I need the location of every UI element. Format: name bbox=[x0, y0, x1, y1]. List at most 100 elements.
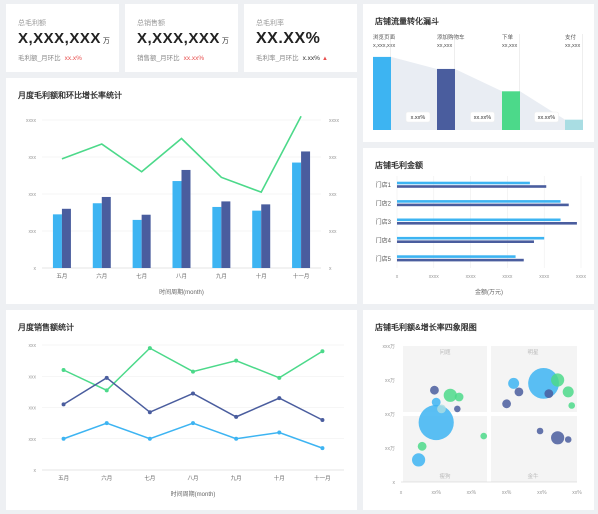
x-tick-label: xxxx bbox=[429, 274, 440, 280]
series-line bbox=[63, 376, 323, 421]
scatter-point bbox=[551, 431, 565, 445]
series-point bbox=[277, 430, 282, 435]
funnel-stage-value: xx,xxx bbox=[502, 43, 518, 49]
profit-chart-title: 月度毛利额和环比增长率统计 bbox=[18, 91, 122, 100]
bar bbox=[397, 255, 516, 258]
bar bbox=[397, 218, 561, 222]
y-tick-label: xxx bbox=[29, 406, 37, 412]
x-axis-label: 时间周期(month) bbox=[159, 288, 204, 296]
scatter-point bbox=[551, 373, 565, 387]
series-point bbox=[147, 346, 152, 351]
funnel-rate-badge bbox=[534, 111, 559, 123]
x-tick-label: xxxx bbox=[539, 274, 550, 280]
scatter-point bbox=[562, 386, 574, 398]
kpi-card-sales: 总销售额 X,XXX,XXX 万 销售额_月环比 xx.xx% bbox=[125, 4, 238, 72]
y-tick-label: 门店2 bbox=[376, 200, 392, 208]
bar bbox=[221, 201, 231, 268]
funnel-stage-label: 支付 bbox=[565, 33, 577, 41]
y-tick-label: xxx bbox=[29, 229, 37, 235]
y-tick-label: 门店1 bbox=[376, 181, 392, 189]
kpi-mom-value: xx.x% bbox=[64, 55, 82, 62]
x-tick-label: 十一月 bbox=[314, 474, 331, 482]
x-tick-label: x bbox=[396, 274, 399, 280]
kpi-card-margin: 总毛利率 XX.XX% 毛利率_月环比 x.xx% ▲ bbox=[244, 4, 357, 72]
y-tick-label: xx万 bbox=[385, 378, 395, 384]
x-tick-label: xxxx bbox=[576, 274, 587, 280]
quadrant-card: 店铺毛利额&增长率四象限图 问题 明星 瘦狗 金牛 x xx万 xx万 xx万 xxx万 x xx%… bbox=[363, 310, 594, 510]
kpi-label: 总毛利额 bbox=[18, 20, 46, 27]
x-tick-label: xx% bbox=[502, 490, 512, 496]
quadrant-label: 明星 bbox=[527, 349, 539, 356]
funnel-stage-label: 添加购物车 bbox=[437, 33, 465, 41]
scatter-point bbox=[544, 389, 554, 398]
scatter-point bbox=[564, 436, 572, 443]
kpi-value: X,XXX,XXX 万 bbox=[137, 30, 230, 47]
funnel-card: 店铺流量转化漏斗 浏览页面 x,xxx,xxx 添加购物车 xx,xxx 下单 xx,xx… bbox=[363, 4, 594, 142]
y-tick-label: xxxx bbox=[26, 118, 37, 124]
series-point bbox=[320, 418, 325, 422]
bar bbox=[397, 236, 545, 240]
x-tick-label: 八月 bbox=[176, 273, 187, 280]
x-tick-label: 十月 bbox=[274, 474, 285, 482]
scatter-point bbox=[536, 427, 544, 435]
funnel-stage-label: 浏览页面 bbox=[373, 33, 396, 41]
quadrant-bg bbox=[491, 416, 577, 482]
scatter-point bbox=[437, 404, 446, 414]
series-point bbox=[104, 421, 109, 426]
scatter-point bbox=[417, 441, 427, 451]
y-tick-label: xxx bbox=[29, 155, 37, 161]
y-tick-label: xxx bbox=[29, 374, 37, 380]
kpi-mom: 毛利率_月环比 x.xx% ▲ bbox=[256, 55, 328, 62]
quadrant-bg bbox=[403, 346, 487, 412]
y2-tick-label: xxx bbox=[329, 229, 337, 235]
funnel-rate: xx.xx% bbox=[538, 115, 556, 121]
bar bbox=[252, 210, 262, 268]
series-point bbox=[191, 369, 195, 374]
y-tick-label: 门店3 bbox=[376, 218, 392, 226]
quadrant-label: 问题 bbox=[439, 348, 451, 356]
kpi-value: XX.XX% bbox=[256, 30, 321, 47]
bar bbox=[301, 151, 311, 268]
funnel-stage-value: x,xxx,xxx bbox=[373, 43, 396, 49]
bar bbox=[397, 203, 569, 207]
funnel-bar bbox=[437, 68, 455, 130]
bar bbox=[172, 181, 182, 268]
funnel-rate: xx.xx% bbox=[474, 115, 492, 121]
series-point bbox=[234, 414, 239, 419]
quadrant-label: 瘦狗 bbox=[439, 472, 451, 480]
funnel-bar bbox=[373, 56, 391, 130]
series-point bbox=[320, 446, 325, 451]
x-axis-label: 时间周期(month) bbox=[171, 490, 216, 498]
kpi-label: 总销售额 bbox=[137, 20, 165, 27]
y2-tick-label: xxx bbox=[329, 192, 337, 198]
bar bbox=[141, 214, 151, 268]
funnel-connector bbox=[391, 56, 437, 130]
x-tick-label: 十月 bbox=[256, 272, 267, 280]
funnel-stage-value: xx,xxx bbox=[565, 43, 581, 49]
series-point bbox=[191, 421, 195, 426]
bar bbox=[61, 208, 71, 268]
x-tick-label: xx% bbox=[537, 490, 547, 496]
sales-chart-card: 月度销售额统计 x xxx xxx xxx xxx 五月 六月 七月 八月 九月 十月 十一月 时间周期… bbox=[6, 310, 357, 510]
series-point bbox=[61, 436, 66, 441]
series-point bbox=[61, 368, 66, 372]
store-profit-chart: x xxxx xxxx xxxx xxxx xxxx门店1门店2门店3门店4门店5金额(万… bbox=[376, 176, 587, 296]
x-tick-label: xxxx bbox=[502, 274, 513, 280]
x-tick-label: xxxx bbox=[466, 274, 477, 280]
store-profit-card: 店铺毛利金额 x xxxx xxxx xxxx xxxx xxxx 门店1 门店2 门店3 门店4… bbox=[363, 148, 594, 304]
x-axis-label: 金额(万元) bbox=[475, 288, 503, 296]
bar bbox=[397, 258, 524, 262]
series-point bbox=[147, 410, 152, 415]
series-point bbox=[104, 375, 109, 380]
x-tick-label: xx% bbox=[431, 490, 441, 496]
bar bbox=[181, 169, 191, 268]
funnel-chart: 浏览页面 x,xxx,xxx 添加购物车 xx,xxx 下单 xx,xxx 支付 xx,xxx… bbox=[373, 33, 583, 130]
sales-chart-title: 月度销售额统计 bbox=[18, 323, 74, 332]
growth-rate-line bbox=[61, 115, 302, 194]
bar bbox=[397, 240, 534, 243]
y-tick-label: 门店5 bbox=[376, 255, 392, 263]
scatter-point bbox=[430, 385, 439, 395]
